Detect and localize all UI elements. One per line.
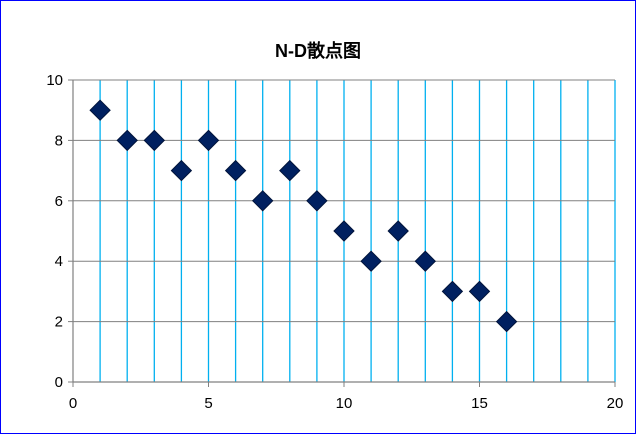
y-axis-ticks: 0 2 4 6 8 10 [46, 72, 73, 391]
data-point-marker [468, 280, 491, 303]
data-point-marker [170, 159, 193, 182]
y-tick-label: 8 [55, 132, 63, 149]
y-tick-label: 6 [55, 193, 63, 210]
x-tick-label: 5 [204, 395, 212, 412]
y-tick-label: 2 [55, 314, 63, 331]
chart-title: N-D散点图 [275, 40, 361, 61]
x-axis-ticks: 0 5 10 15 20 [69, 382, 624, 412]
data-point-marker [495, 310, 518, 333]
x-tick-label: 20 [607, 395, 624, 412]
data-point-marker [441, 280, 464, 303]
data-point-marker [143, 129, 166, 152]
data-point-marker [387, 220, 409, 242]
data-points [89, 99, 518, 333]
y-tick-label: 0 [55, 374, 63, 391]
data-point-marker [306, 190, 328, 212]
data-point-marker [333, 220, 355, 242]
data-point-marker [251, 190, 274, 212]
x-tick-label: 10 [336, 395, 353, 412]
data-point-marker [116, 129, 138, 152]
data-point-marker [279, 159, 301, 182]
y-tick-label: 4 [55, 253, 63, 270]
x-tick-label: 0 [69, 395, 77, 412]
vertical-gridlines [99, 80, 616, 382]
x-tick-label: 15 [471, 395, 488, 412]
data-point-marker [360, 250, 382, 272]
data-point-marker [89, 99, 111, 121]
y-tick-label: 10 [46, 72, 63, 89]
data-point-marker [414, 250, 437, 272]
data-point-marker [224, 159, 247, 182]
data-point-marker [197, 129, 220, 152]
